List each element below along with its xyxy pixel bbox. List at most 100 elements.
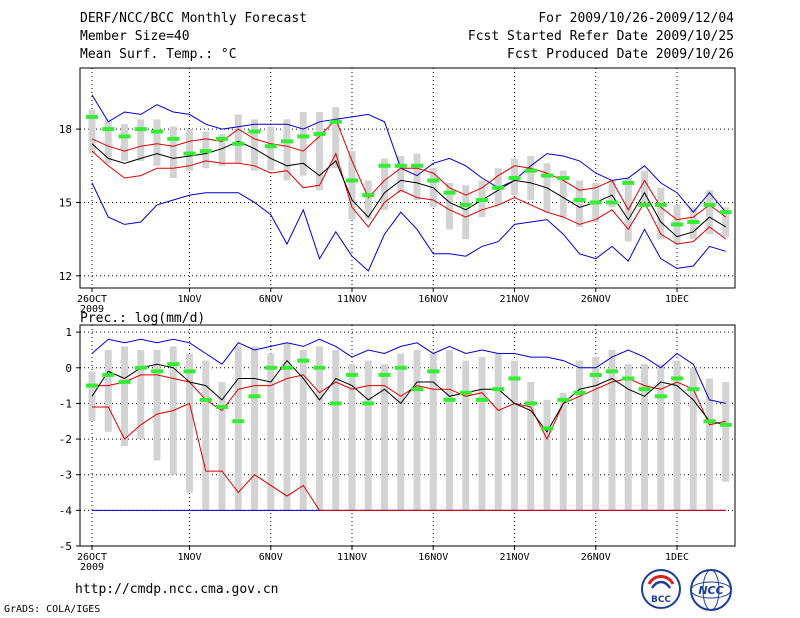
median-marker bbox=[313, 365, 326, 370]
median-marker bbox=[362, 193, 375, 198]
ensemble-bar bbox=[332, 107, 340, 169]
x-tick-label: 26NOV bbox=[581, 552, 611, 563]
precip-panel-title: Prec.: log(mm/d) bbox=[80, 311, 206, 326]
ensemble-bar bbox=[364, 360, 372, 511]
ensemble-bar bbox=[267, 353, 275, 511]
median-marker bbox=[606, 369, 618, 374]
footer-url[interactable]: http://cmdp.ncc.cma.gov.cn bbox=[75, 582, 279, 597]
ensemble-bar bbox=[462, 360, 470, 511]
member-size: Member Size=40 bbox=[80, 29, 190, 44]
ensemble-bar bbox=[251, 346, 258, 511]
ensemble-bar bbox=[299, 112, 307, 176]
chart-title: DERF/NCC/BCC Monthly Forecast bbox=[80, 11, 307, 26]
ensemble-bar bbox=[137, 119, 145, 161]
ensemble-bar bbox=[218, 134, 226, 166]
median-marker bbox=[281, 139, 293, 144]
ensemble-bar bbox=[608, 180, 616, 208]
ensemble-bar bbox=[429, 353, 437, 511]
ensemble-bar bbox=[381, 158, 388, 210]
median-marker bbox=[443, 397, 456, 402]
median-marker bbox=[167, 136, 180, 141]
mean-minus-std-line bbox=[91, 150, 727, 245]
ensemble-mean-line bbox=[91, 359, 726, 433]
ensemble-bar bbox=[413, 153, 421, 200]
ensemble-bar bbox=[576, 180, 583, 227]
ensemble-bar bbox=[657, 187, 665, 240]
median-marker bbox=[394, 365, 407, 370]
x-tick-label: 6NOV bbox=[259, 294, 283, 305]
median-marker bbox=[622, 376, 635, 381]
median-marker bbox=[719, 210, 732, 215]
y-tick-label: 18 bbox=[59, 123, 72, 136]
median-marker bbox=[492, 185, 505, 190]
ensemble-bar bbox=[251, 119, 258, 171]
ensemble-bar bbox=[397, 353, 405, 511]
ensemble-bar bbox=[218, 382, 226, 511]
median-marker bbox=[216, 404, 228, 409]
ensemble-bar bbox=[316, 346, 323, 511]
median-marker bbox=[476, 198, 488, 202]
median-marker bbox=[427, 369, 440, 374]
ensemble-bar bbox=[511, 360, 518, 511]
bcc-logo: BCC bbox=[641, 569, 681, 609]
x-tick-label: 26NOV bbox=[581, 294, 611, 305]
forecast-period: For 2009/10/26-2009/12/04 bbox=[538, 11, 734, 26]
ensemble-bar bbox=[332, 349, 340, 511]
mean-plus-std-line bbox=[92, 374, 726, 441]
median-marker bbox=[346, 178, 358, 183]
ensemble-bar bbox=[202, 360, 210, 511]
x-tick-label: 21NOV bbox=[499, 294, 529, 305]
median-marker bbox=[199, 149, 212, 154]
ensemble-bar bbox=[153, 119, 161, 166]
median-marker bbox=[134, 127, 147, 132]
ensemble-bar bbox=[722, 382, 730, 482]
x-tick-label: 1DEC bbox=[665, 294, 689, 305]
ncc-logo: NCC bbox=[690, 569, 732, 611]
median-marker bbox=[622, 180, 635, 185]
median-marker bbox=[346, 372, 358, 377]
x-tick-label: 11NOV bbox=[337, 552, 367, 563]
ensemble-bar bbox=[413, 349, 421, 511]
ensemble-bar bbox=[104, 349, 112, 432]
ensemble-bar bbox=[527, 382, 535, 511]
median-marker bbox=[118, 134, 131, 139]
ensemble-bar bbox=[186, 129, 193, 171]
median-marker bbox=[508, 376, 521, 381]
median-marker bbox=[297, 358, 310, 363]
ensemble-bar bbox=[186, 353, 193, 493]
ensemble-bar bbox=[527, 156, 535, 200]
ncc-logo-text: NCC bbox=[698, 584, 723, 597]
x-tick-label: 16NOV bbox=[418, 294, 448, 305]
median-marker bbox=[248, 129, 261, 134]
median-marker bbox=[118, 380, 131, 385]
median-marker bbox=[671, 222, 683, 227]
median-marker bbox=[589, 372, 602, 377]
max-line bbox=[91, 338, 726, 404]
y-tick-label: -5 bbox=[59, 540, 72, 553]
median-marker bbox=[492, 387, 505, 392]
median-marker bbox=[671, 376, 683, 381]
median-marker bbox=[378, 163, 391, 168]
median-marker bbox=[524, 401, 537, 406]
plot-frame bbox=[79, 324, 736, 547]
ensemble-bar bbox=[348, 151, 356, 220]
x-year-label: 2009 bbox=[80, 304, 104, 315]
ensemble-bar bbox=[673, 360, 681, 511]
y-tick-label: -4 bbox=[59, 504, 73, 517]
median-marker bbox=[264, 144, 277, 149]
ensemble-bar bbox=[234, 346, 242, 511]
median-marker bbox=[654, 202, 667, 207]
median-marker bbox=[362, 401, 375, 406]
ensemble-bar bbox=[657, 364, 665, 511]
median-marker bbox=[151, 129, 163, 134]
y-tick-label: -3 bbox=[59, 469, 72, 482]
y-tick-label: 12 bbox=[59, 270, 72, 283]
ensemble-bar bbox=[494, 353, 502, 511]
median-marker bbox=[264, 365, 277, 370]
median-marker bbox=[541, 426, 553, 431]
plot-frame bbox=[79, 67, 736, 289]
ensemble-bar bbox=[706, 378, 713, 511]
x-tick-label: 26OCT bbox=[77, 552, 107, 563]
x-tick-label: 1DEC bbox=[665, 552, 689, 563]
ensemble-bar bbox=[397, 156, 405, 193]
